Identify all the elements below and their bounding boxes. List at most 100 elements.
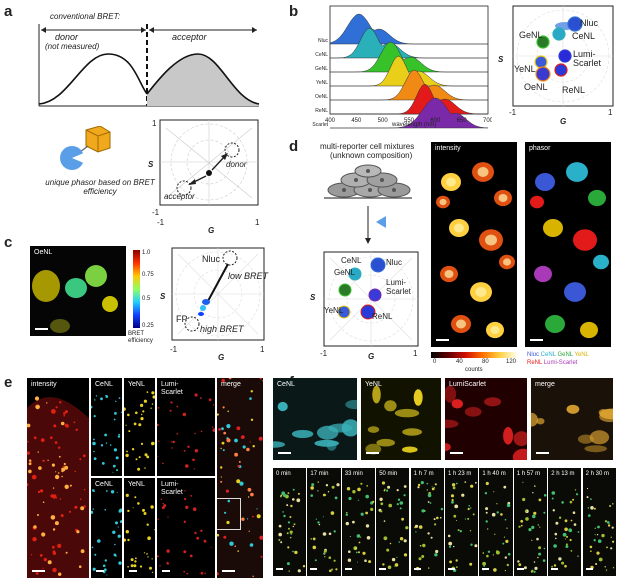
d-phasor-plot [323,251,419,347]
a-phasor-acceptor: acceptor [164,192,195,201]
spectrum-5 [330,83,488,115]
zoom-box [217,498,241,530]
c-axis-s: S [160,292,166,301]
bret-construct-icon [60,126,111,170]
d-mixture-sub: (unknown composition) [330,151,413,160]
cb-tick-05: 0.5 [142,296,151,302]
counts-0: 0 [433,359,437,365]
a-phasor-donor: donor [226,160,247,169]
a-title: conventional BRET: [50,12,121,21]
a-phasor-plot [159,119,259,206]
spectrum-1 [330,27,488,59]
scale-bar [129,570,137,572]
f-cenl-image: CeNL [273,378,357,460]
cell [543,219,563,237]
a-donor-sub: (not measured) [45,42,100,51]
bret-spectrum-plot [38,24,260,107]
timelapse-frame: 0 min [273,468,307,576]
timelapse-time: 17 min [310,471,329,477]
c-image-label: OeNL [34,249,53,256]
b-axis-s: S [498,55,504,64]
timelapse-time: 1 h 57 m [516,471,541,477]
timelapse-frame: 17 min [307,468,341,576]
e-label-yenl: YeNL [128,381,145,388]
d-axis-s: S [310,293,316,302]
a-tick-neg: -1 [152,208,160,217]
d-ph-renl: ReNL [372,312,393,321]
panel-label-e: e [4,374,13,391]
timelapse-time: 1 h 23 m [448,471,472,477]
phasor-point [206,170,212,176]
c-oenl-image: OeNL [30,246,126,336]
a-tick-spos: 1 [152,119,157,128]
d-ph-genl: GeNL [334,268,355,277]
scale-bar [366,452,379,454]
c-low-bret: low BRET [228,271,269,281]
spectrum-label-5: ReNL [315,108,328,114]
e-yenl-top: YeNL [124,378,155,476]
e-label-cenl-2: CeNL [95,481,113,488]
f-label-cenl: CeNL [277,381,295,388]
panel-label-c: c [4,234,13,251]
e-label-lumi-2: Lumi-Scarlet [161,481,183,496]
e-lumi-top: Lumi-Scarlet [157,378,215,476]
spectrum-label-4: OeNL [315,94,328,100]
cb-tick-075: 0.75 [142,272,154,278]
cb-tick-1: 1.0 [142,250,151,256]
c-nluc: Nluc [202,254,221,264]
wavelength-tick-0: 400 [325,118,336,124]
scale-bar [585,568,593,570]
scale-bar [310,568,318,570]
f-merge-image: merge [531,378,613,460]
cb-title: BRET efficiency [128,331,153,344]
scale-bar [516,568,524,570]
counts-80: 80 [482,359,489,365]
c-fp: FP [176,314,188,324]
legend-item-cenl: CeNL [540,352,558,358]
a-phasor-caption: unique phasor based on BRET efficiency [45,178,155,196]
spectrum-4 [330,69,488,101]
cell [530,195,544,209]
counts-label: counts [465,367,483,373]
spectrum-2 [330,41,488,73]
a-acceptor: acceptor [172,32,207,42]
d-tick-pos: 1 [413,349,418,358]
spectrum-label-0: Nluc [318,38,329,44]
e-yenl-bottom: YeNL [124,478,155,578]
d-tick-neg: -1 [320,349,328,358]
timelapse-frame: 1 h 57 m [513,468,547,576]
d-ph-cenl: CeNL [341,256,362,265]
cell [580,321,598,339]
b-ph-lumi: Lumi-Scarlet [573,49,602,68]
e-label-lumi: Lumi-Scarlet [161,381,183,396]
timelapse-time: 33 min [344,471,363,477]
f-label-yenl: YeNL [365,381,382,388]
b-ph-cenl: CeNL [572,31,596,41]
scale-bar [162,570,170,572]
f-lumiscarlet-image: LumiScarlet [445,378,527,460]
legend-item-yenl: YeNL [574,352,589,358]
f-label-lumiscarlet: LumiScarlet [449,381,486,388]
a-tick-gpos: 1 [255,218,260,227]
scale-bar [551,568,559,570]
timelapse-time: 0 min [276,471,291,477]
b-tick-neg: -1 [509,108,517,117]
bret-colorbar [133,250,140,328]
timelapse-frame: 1 h 23 m [445,468,479,576]
b-wavelength-label: wavelength (nm) [392,122,437,128]
timelapse-frame: 2 h 30 m [582,468,616,576]
c-phasor-plot [171,247,265,341]
cb-tick-025: 0.25 [142,323,154,329]
timelapse-frame: 33 min [341,468,375,576]
d-phasor-image: phasor [525,142,611,347]
a-tick-gneg: -1 [157,218,165,227]
e-label-intensity: intensity [31,381,57,388]
cell [588,189,606,207]
d-intensity-label: intensity [435,145,461,152]
e-label-yenl-2: YeNL [128,481,145,488]
acceptor-fill [147,54,259,106]
scale-bar [344,568,352,570]
timelapse-frame: 1 h 40 m [479,468,513,576]
panel-label-d: d [289,138,299,155]
legend-item-nluc: Nluc [527,352,541,358]
